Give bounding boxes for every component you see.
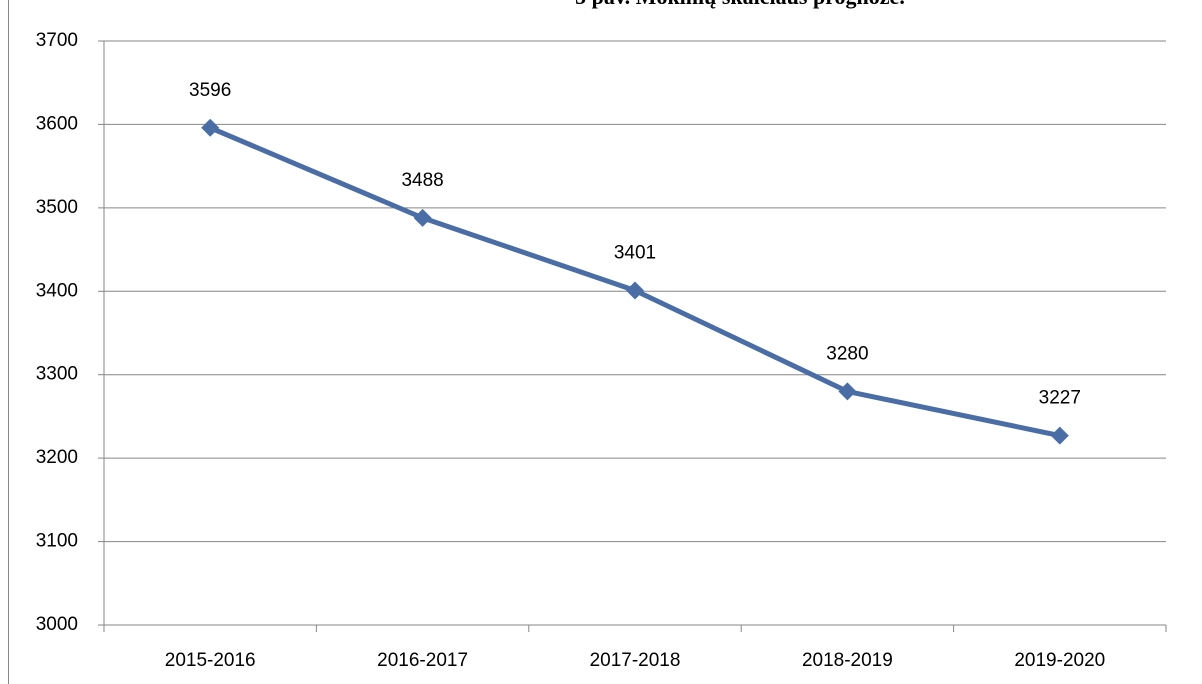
marker — [201, 118, 220, 137]
y-tick-label: 3500 — [36, 197, 78, 218]
x-tick-label: 2017-2018 — [590, 650, 681, 671]
data-label: 3401 — [614, 242, 656, 263]
y-tick-label: 3200 — [36, 447, 78, 468]
data-label: 3596 — [189, 80, 231, 101]
data-label: 3488 — [401, 170, 443, 191]
marker — [838, 382, 857, 401]
x-tick-label: 2019-2020 — [1014, 650, 1105, 671]
marker — [626, 281, 644, 300]
marker — [1050, 426, 1069, 445]
x-tick-label: 2015-2016 — [165, 650, 256, 671]
chart-title: 5 pav. Mokinių skaičiaus prognozė. — [575, 0, 905, 9]
data-label: 3280 — [826, 343, 868, 364]
y-tick-label: 3000 — [36, 614, 78, 635]
data-label: 3227 — [1039, 388, 1081, 409]
y-tick-label: 3100 — [36, 531, 78, 552]
x-tick-label: 2016-2017 — [377, 650, 468, 671]
marker — [413, 208, 432, 227]
y-tick-label: 3700 — [36, 30, 78, 51]
y-tick-label: 3400 — [36, 280, 78, 301]
x-tick-label: 2018-2019 — [802, 650, 893, 671]
y-tick-label: 3300 — [36, 364, 78, 385]
y-tick-label: 3600 — [36, 113, 78, 134]
